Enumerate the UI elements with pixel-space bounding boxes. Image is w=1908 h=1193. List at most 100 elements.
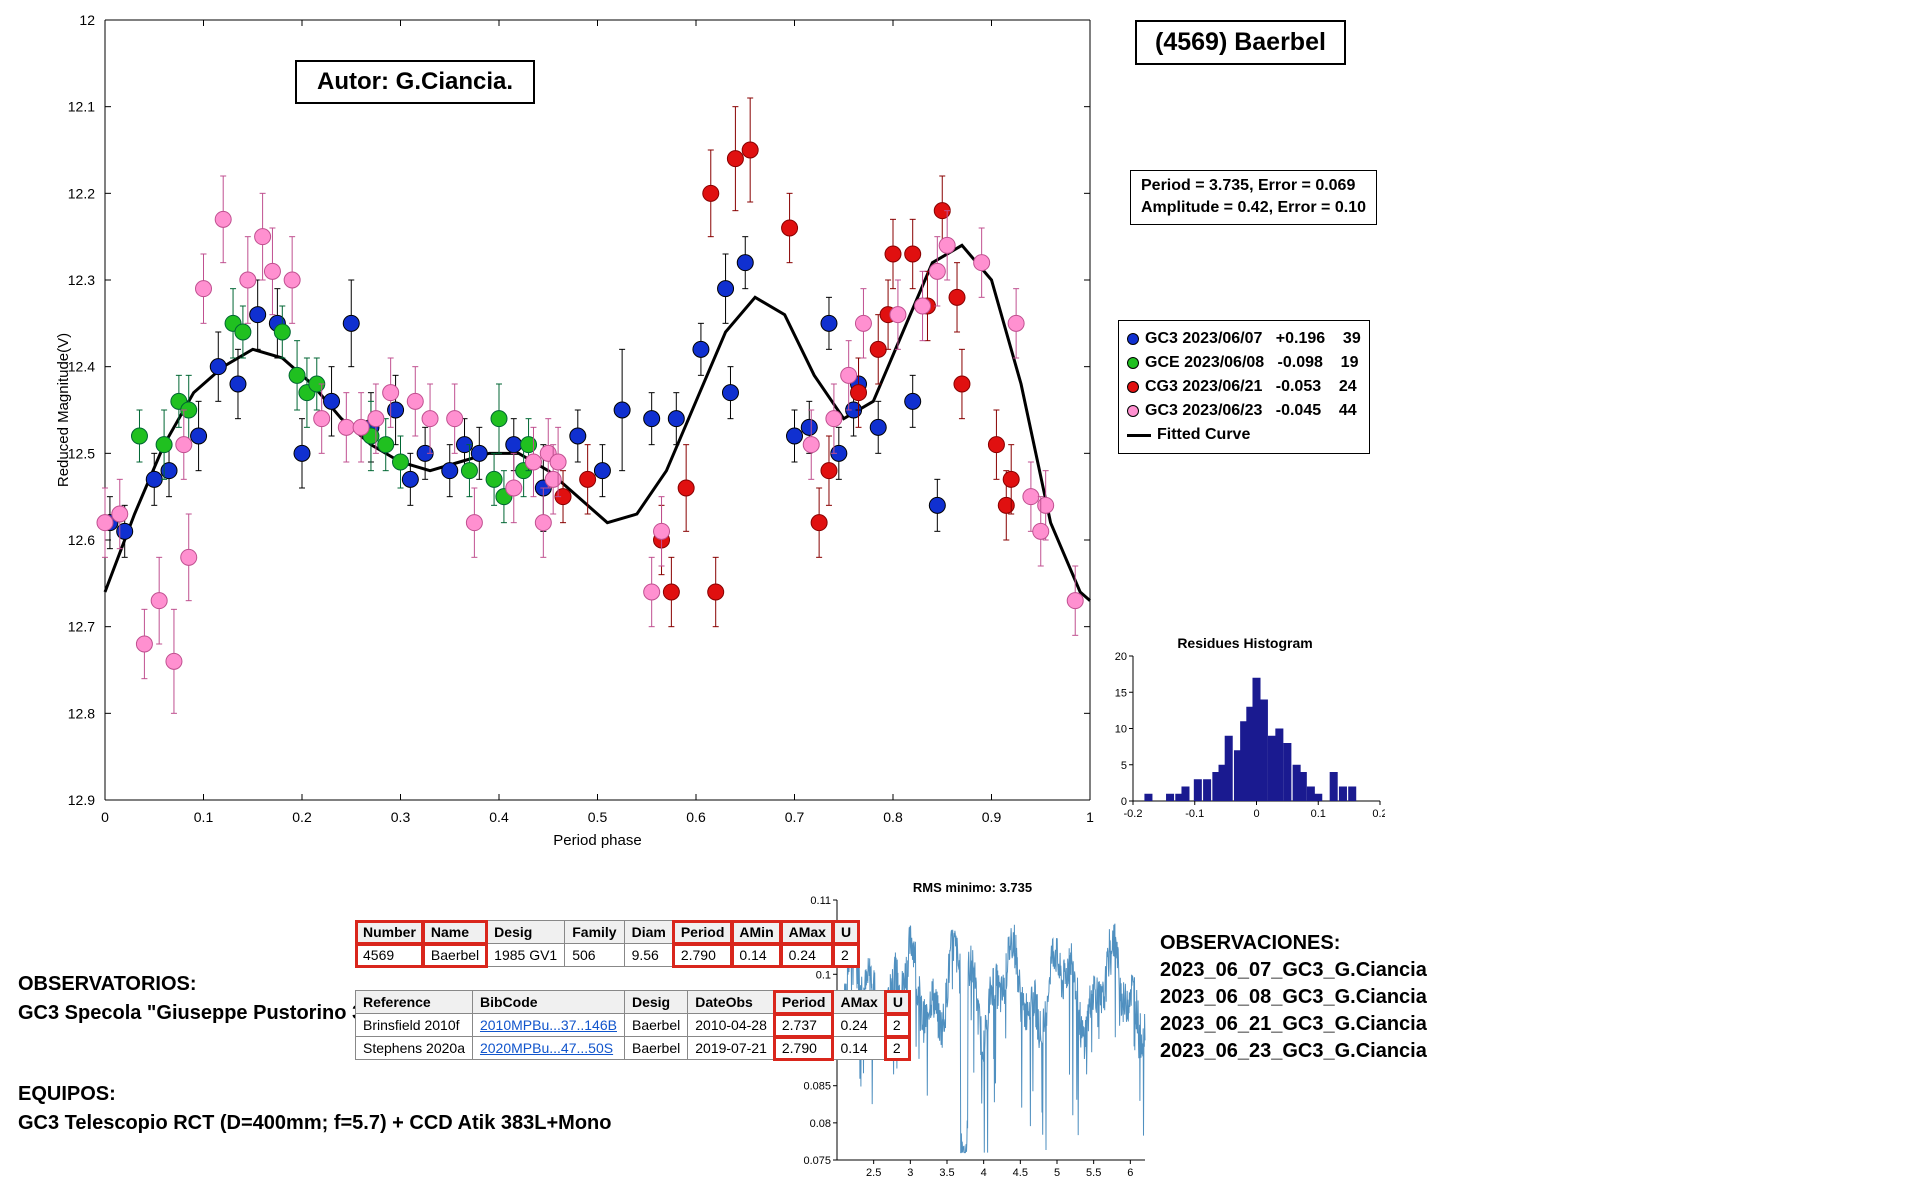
svg-text:0.5: 0.5: [588, 809, 608, 825]
stats-box: Period = 3.735, Error = 0.069 Amplitude …: [1130, 170, 1377, 225]
legend-marker: [1127, 381, 1139, 393]
svg-text:0.1: 0.1: [1311, 808, 1326, 820]
table-cell: 0.24: [781, 944, 833, 967]
svg-text:12.7: 12.7: [68, 619, 95, 635]
svg-text:Reduced Magnitude(V): Reduced Magnitude(V): [55, 333, 72, 487]
svg-text:6: 6: [1127, 1167, 1133, 1179]
table-header: Name: [423, 921, 486, 944]
table-header: Number: [356, 921, 424, 944]
stats-period: Period = 3.735, Error = 0.069: [1141, 175, 1366, 197]
legend-item: CG3 2023/06/21 -0.053 24: [1127, 375, 1361, 399]
asteroid-title: (4569) Baerbel: [1135, 20, 1346, 65]
table-header: Family: [565, 921, 624, 944]
table-cell: Brinsfield 2010f: [356, 1014, 473, 1037]
table-cell: 506: [565, 944, 624, 967]
observacion-line: 2023_06_21_GC3_G.Ciancia: [1160, 1011, 1427, 1038]
svg-text:12: 12: [79, 12, 95, 28]
table-header: Reference: [356, 991, 473, 1014]
svg-text:0.085: 0.085: [803, 1081, 831, 1093]
svg-text:15: 15: [1115, 687, 1127, 699]
svg-text:10: 10: [1115, 724, 1127, 736]
table-header: Diam: [624, 921, 673, 944]
table-cell: 2.790: [673, 944, 732, 967]
legend-label: GC3 2023/06/23 -0.045 44: [1145, 399, 1357, 423]
svg-text:3: 3: [907, 1167, 913, 1179]
observaciones-block: OBSERVACIONES:2023_06_07_GC3_G.Ciancia20…: [1160, 930, 1427, 1065]
svg-text:4: 4: [981, 1167, 987, 1179]
legend-marker: [1127, 357, 1139, 369]
legend-label: Fitted Curve: [1157, 423, 1250, 447]
svg-text:Period phase: Period phase: [553, 832, 641, 849]
svg-text:12.6: 12.6: [68, 532, 95, 548]
svg-text:3.5: 3.5: [939, 1167, 954, 1179]
residues-histogram: Residues Histogram -0.2-0.100.10.2051015…: [1105, 635, 1385, 835]
lightcurve-chart: 00.10.20.30.40.50.60.70.80.911212.112.21…: [50, 10, 1100, 850]
svg-text:0.1: 0.1: [816, 969, 831, 981]
table-cell: 4569: [356, 944, 424, 967]
table-cell: 0.24: [833, 1014, 885, 1037]
table-header: U: [885, 991, 910, 1014]
table-header: Period: [774, 991, 833, 1014]
table-cell: 2: [885, 1037, 910, 1060]
asteroid-db-table: NumberNameDesigFamilyDiamPeriodAMinAMaxU…: [355, 920, 859, 967]
table-cell: 2: [833, 944, 858, 967]
svg-text:0.8: 0.8: [883, 809, 903, 825]
legend-item: GC3 2023/06/07 +0.196 39: [1127, 327, 1361, 351]
svg-text:0.7: 0.7: [785, 809, 805, 825]
table-cell: Baerbel: [624, 1037, 687, 1060]
table-cell: 2.737: [774, 1014, 833, 1037]
legend-item: GCE 2023/06/08 -0.098 19: [1127, 351, 1361, 375]
svg-text:12.9: 12.9: [68, 792, 95, 808]
svg-text:0: 0: [101, 809, 109, 825]
svg-text:0.2: 0.2: [1372, 808, 1385, 820]
table-cell: 2: [885, 1014, 910, 1037]
svg-text:0.2: 0.2: [292, 809, 312, 825]
rms-title: RMS minimo: 3.735: [795, 880, 1150, 895]
table-header: AMax: [781, 921, 833, 944]
legend-marker: [1127, 405, 1139, 417]
svg-text:0.4: 0.4: [489, 809, 509, 825]
table-cell: 9.56: [624, 944, 673, 967]
svg-text:0.075: 0.075: [803, 1155, 831, 1167]
svg-text:12.3: 12.3: [68, 272, 95, 288]
table-cell: 2.790: [774, 1037, 833, 1060]
svg-text:20: 20: [1115, 651, 1127, 663]
svg-text:0.11: 0.11: [810, 895, 831, 907]
legend-label: CG3 2023/06/21 -0.053 24: [1145, 375, 1357, 399]
table-cell: Stephens 2020a: [356, 1037, 473, 1060]
svg-text:0.6: 0.6: [686, 809, 706, 825]
svg-text:12.8: 12.8: [68, 705, 95, 721]
table-header: Desig: [624, 991, 687, 1014]
observatorios-line: GC3 Specola "Giuseppe Pustorino 3": [18, 999, 373, 1028]
histogram-title: Residues Histogram: [1105, 635, 1385, 651]
svg-text:0.3: 0.3: [391, 809, 411, 825]
legend-item: Fitted Curve: [1127, 423, 1361, 447]
svg-text:5: 5: [1121, 760, 1127, 772]
table-header: AMax: [833, 991, 885, 1014]
legend-marker: [1127, 333, 1139, 345]
table-header: Desig: [487, 921, 565, 944]
equipos-header: EQUIPOS:: [18, 1080, 611, 1109]
equipos-block: EQUIPOS: GC3 Telescopio RCT (D=400mm; f=…: [18, 1080, 611, 1138]
svg-text:1: 1: [1086, 809, 1094, 825]
table-header: Period: [673, 921, 732, 944]
legend-label: GC3 2023/06/07 +0.196 39: [1145, 327, 1361, 351]
svg-text:2.5: 2.5: [866, 1167, 881, 1179]
svg-text:5.5: 5.5: [1086, 1167, 1101, 1179]
table-cell: Baerbel: [423, 944, 486, 967]
svg-text:-0.1: -0.1: [1185, 808, 1204, 820]
svg-text:0.9: 0.9: [982, 809, 1002, 825]
svg-text:4.5: 4.5: [1013, 1167, 1028, 1179]
table-cell: 2010MPBu...37..146B: [472, 1014, 624, 1037]
table-cell: 2010-04-28: [688, 1014, 775, 1037]
svg-text:12.1: 12.1: [68, 99, 95, 115]
table-cell: 1985 GV1: [487, 944, 565, 967]
svg-text:-0.2: -0.2: [1124, 808, 1143, 820]
table-header: AMin: [732, 921, 781, 944]
legend: GC3 2023/06/07 +0.196 39GCE 2023/06/08 -…: [1118, 320, 1370, 454]
observacion-line: 2023_06_23_GC3_G.Ciancia: [1160, 1038, 1427, 1065]
table-header: BibCode: [472, 991, 624, 1014]
table-cell: Baerbel: [624, 1014, 687, 1037]
observacion-line: 2023_06_07_GC3_G.Ciancia: [1160, 957, 1427, 984]
svg-text:5: 5: [1054, 1167, 1060, 1179]
